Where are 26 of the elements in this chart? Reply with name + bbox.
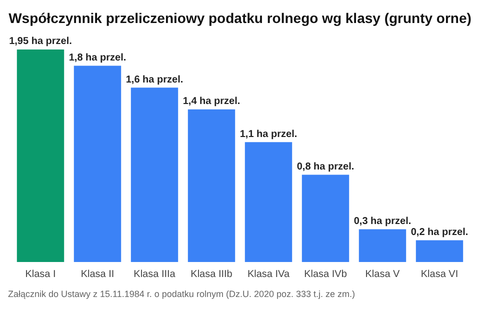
- x-tick-label: Klasa IVa: [247, 268, 290, 280]
- x-tick-label: Klasa II: [80, 268, 114, 280]
- bar: [244, 142, 292, 262]
- x-tick-label: Klasa VI: [420, 268, 458, 280]
- bar: [74, 66, 122, 262]
- bar: [302, 174, 350, 262]
- data-label: 0,3 ha przel.: [354, 216, 412, 228]
- data-label: 1,6 ha przel.: [126, 74, 184, 86]
- bar: [16, 49, 64, 262]
- chart-title: Współczynnik przeliczeniowy podatku rolnego wg klasy (grunty orne): [8, 9, 472, 28]
- bar: [416, 240, 464, 262]
- data-label: 1,8 ha przel.: [68, 52, 126, 64]
- text: Załącznik do Ustawy z 15.11.1984 r. o podatku rolnym (Dz.U. 2020 poz. 333 t.j. ze zm.): [8, 288, 356, 300]
- bar: [188, 109, 236, 262]
- data-label: 1,95 ha przel.: [9, 36, 72, 48]
- data-label: 0,2 ha przel.: [410, 226, 468, 238]
- data-label: 0,8 ha przel.: [296, 162, 354, 173]
- x-tick-label: Klasa IIIb: [190, 268, 233, 280]
- data-label: 1,4 ha przel.: [182, 96, 240, 108]
- x-tick-label: Klasa IIIa: [134, 268, 176, 280]
- bar: [130, 88, 178, 262]
- data-label: 1,1 ha przel.: [240, 128, 298, 140]
- x-tick-label: Klasa IVb: [304, 268, 348, 280]
- x-tick-label: Klasa I: [25, 268, 56, 280]
- x-tick-label: Klasa V: [365, 268, 400, 280]
- bar: [358, 229, 406, 262]
